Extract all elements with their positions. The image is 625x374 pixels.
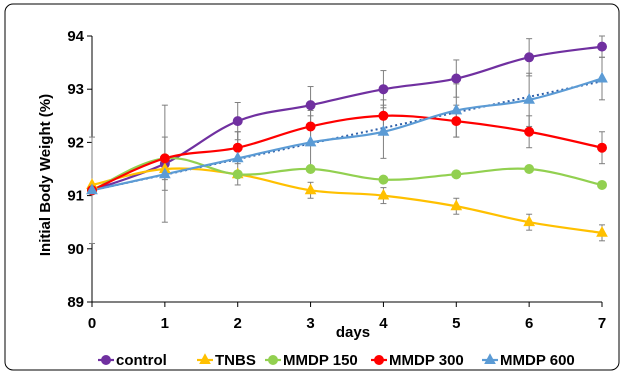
legend-label-mmdp-300: MMDP 300 xyxy=(389,352,464,369)
y-axis-title: Initial Body Weight (%) xyxy=(37,94,54,256)
x-tick-label: 4 xyxy=(379,315,388,332)
x-axis-title: days xyxy=(336,324,370,341)
data-point-mmdp-150 xyxy=(597,179,607,190)
data-point-control xyxy=(232,116,243,127)
data-point-mmdp-600 xyxy=(523,93,535,104)
series-line-control xyxy=(91,45,603,192)
data-point-mmdp-600 xyxy=(231,151,244,163)
data-point-control xyxy=(305,100,316,111)
legend-marker-control xyxy=(101,355,111,365)
legend-label-mmdp-600: MMDP 600 xyxy=(500,352,575,369)
axes: 89 90 91 92 93 94 0 1 2 3 4 5 6 7 xyxy=(67,28,606,332)
legend: control TNBS MMDP 150 MMDP 300 MMDP 600 xyxy=(98,352,575,369)
x-tick-label: 2 xyxy=(234,315,242,332)
x-tick-label: 6 xyxy=(525,315,533,332)
legend-marker-mmdp-300 xyxy=(374,355,384,365)
data-point-tnbs xyxy=(596,226,608,237)
y-tick-label: 91 xyxy=(67,188,84,205)
data-point-control xyxy=(451,73,462,84)
data-point-control xyxy=(524,52,535,63)
data-point-tnbs xyxy=(377,188,390,200)
series-line-mmdp-300 xyxy=(91,114,603,192)
x-tick-label: 1 xyxy=(161,315,169,332)
data-point-tnbs xyxy=(523,215,535,227)
data-point-mmdp-300 xyxy=(232,142,243,153)
data-point-mmdp-300 xyxy=(597,142,607,153)
y-tick-label: 94 xyxy=(67,28,84,45)
data-point-control xyxy=(378,84,389,95)
data-point-mmdp-600 xyxy=(86,183,98,195)
data-point-mmdp-300 xyxy=(524,126,535,137)
series-line-mmdp-600 xyxy=(91,77,603,192)
data-point-control xyxy=(597,41,607,52)
data-point-mmdp-150 xyxy=(451,169,462,180)
series-markers xyxy=(86,41,608,237)
legend-label-tnbs: TNBS xyxy=(215,352,256,369)
x-tick-label: 0 xyxy=(88,315,96,332)
data-point-mmdp-600 xyxy=(450,103,463,115)
data-point-mmdp-150 xyxy=(524,164,535,174)
data-point-mmdp-150 xyxy=(232,169,243,180)
data-point-mmdp-600 xyxy=(377,124,390,136)
data-point-mmdp-150 xyxy=(378,174,389,185)
x-tick-label: 3 xyxy=(306,315,314,332)
y-tick-label: 93 xyxy=(67,81,84,98)
data-point-mmdp-300 xyxy=(159,153,170,164)
y-tick-label: 90 xyxy=(67,241,84,258)
series-lines xyxy=(91,45,603,234)
data-point-mmdp-600 xyxy=(304,135,317,147)
legend-marker-mmdp-150 xyxy=(268,355,278,365)
data-point-mmdp-300 xyxy=(378,110,389,121)
y-tick-label: 92 xyxy=(67,134,84,151)
legend-marker-mmdp-600 xyxy=(484,353,496,364)
series-line-tnbs xyxy=(91,167,603,234)
data-point-tnbs xyxy=(304,183,317,195)
data-point-mmdp-150 xyxy=(305,164,316,174)
x-tick-label: 5 xyxy=(452,315,460,332)
x-tick-label: 7 xyxy=(598,315,606,332)
data-point-mmdp-300 xyxy=(305,121,316,132)
legend-marker-tnbs xyxy=(199,353,211,364)
data-point-tnbs xyxy=(450,199,463,211)
legend-label-control: control xyxy=(116,352,167,369)
data-point-mmdp-600 xyxy=(159,167,171,179)
data-point-mmdp-600 xyxy=(596,71,608,83)
legend-label-mmdp-150: MMDP 150 xyxy=(283,352,358,369)
data-point-mmdp-300 xyxy=(451,116,462,127)
y-tick-label: 89 xyxy=(67,294,84,311)
